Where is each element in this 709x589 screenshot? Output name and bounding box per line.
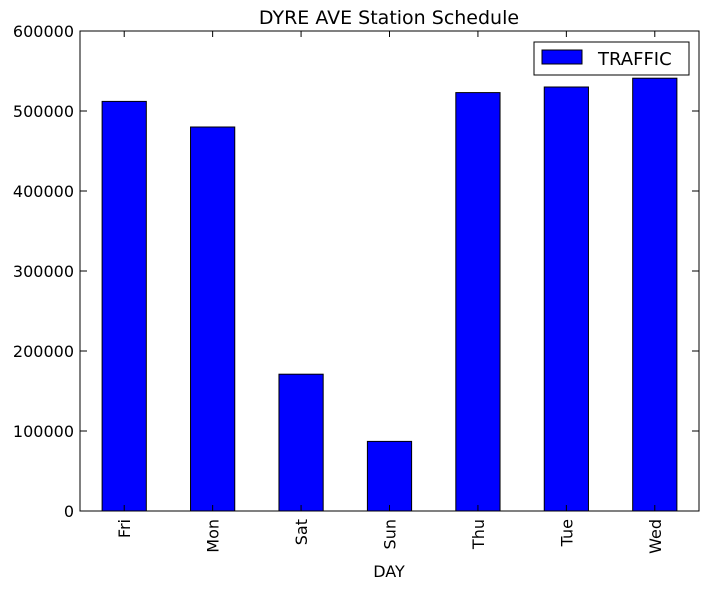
y-tick-label: 400000: [13, 182, 74, 201]
x-tick-label: Fri: [115, 519, 134, 538]
y-axis: 0 100000 200000 300000 400000 500000 600000: [13, 22, 699, 521]
x-tick-label: Mon: [204, 519, 223, 553]
bars-group: [101, 77, 678, 512]
y-tick-label: 0: [64, 502, 74, 521]
chart-title: DYRE AVE Station Schedule: [259, 7, 519, 29]
bar-fri: [101, 100, 147, 512]
y-tick-label: 200000: [13, 342, 74, 361]
x-tick-label: Sat: [292, 519, 311, 545]
y-tick-label: 500000: [13, 102, 74, 121]
bar-sun: [366, 440, 413, 512]
bar-sat: [278, 373, 324, 512]
y-tick-label: 100000: [13, 422, 74, 441]
plot-area: [79, 30, 700, 512]
bar-thu: [455, 92, 501, 512]
bar-mon: [190, 126, 236, 512]
x-tick-label: Tue: [557, 519, 576, 547]
x-tick-label: Wed: [646, 519, 665, 554]
bar-tue: [543, 86, 589, 512]
y-tick-label: 600000: [13, 22, 74, 41]
x-tick-label: Sun: [381, 519, 400, 549]
y-tick-label: 300000: [13, 262, 74, 281]
legend-label: TRAFFIC: [597, 49, 672, 70]
x-tick-label: Thu: [469, 519, 488, 550]
x-axis-title: DAY: [373, 562, 405, 581]
legend-swatch: [541, 49, 583, 65]
x-axis: Fri Mon Sat Sun Thu Tue Wed: [115, 31, 665, 554]
legend: TRAFFIC: [533, 41, 690, 76]
bar-wed: [632, 77, 678, 512]
